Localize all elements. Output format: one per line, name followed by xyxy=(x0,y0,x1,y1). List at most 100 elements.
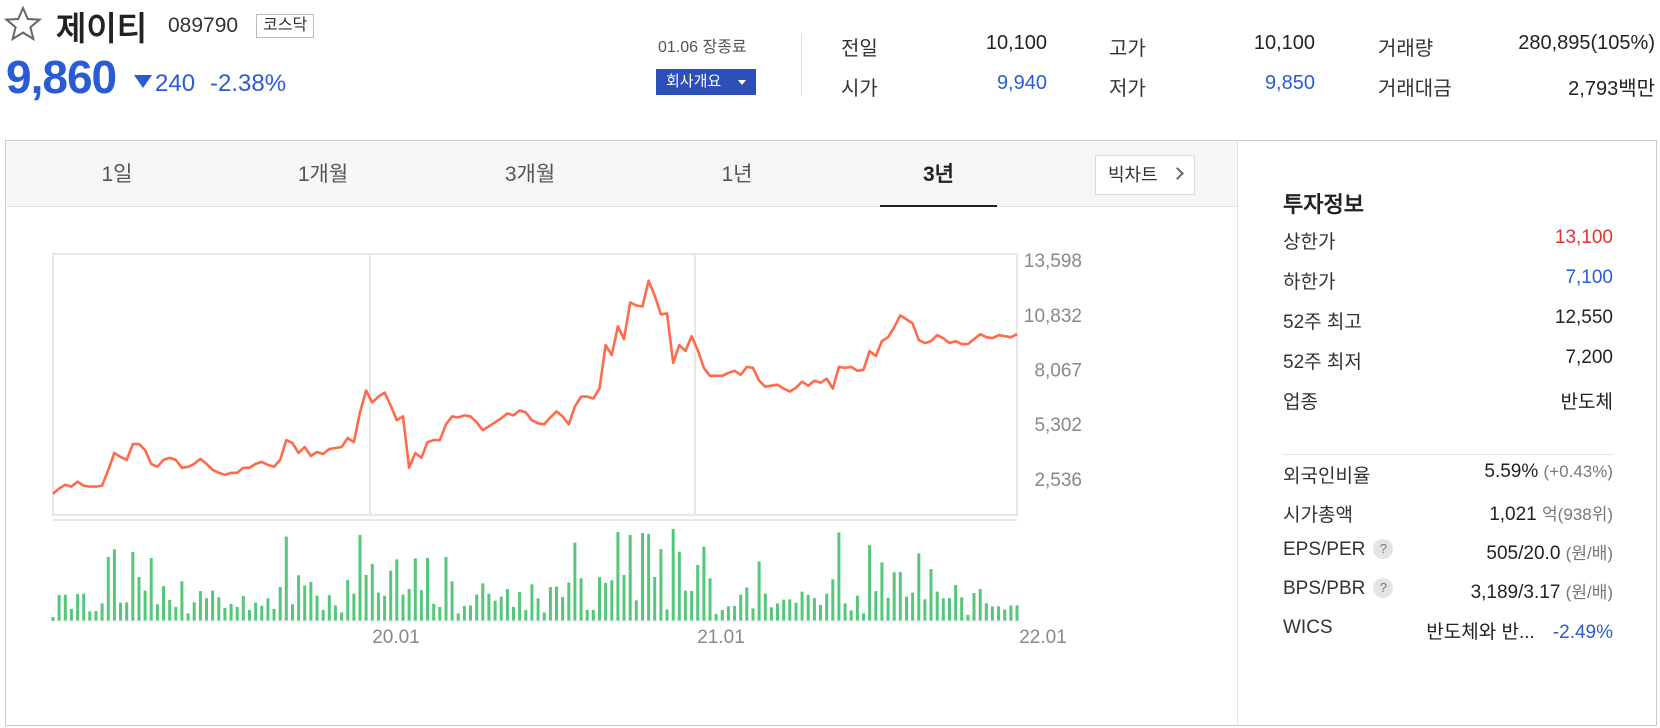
volume-bar xyxy=(555,586,558,621)
industry-value: 반도체 xyxy=(1560,392,1613,413)
volume-bar xyxy=(598,577,601,621)
volume-bar xyxy=(677,551,681,621)
volume-bar xyxy=(855,595,859,621)
volume-bar xyxy=(990,606,994,621)
week52-high-value: 12,550 xyxy=(1554,307,1613,328)
volume-bar xyxy=(616,532,620,621)
market-cap-row: 시가총액 1,021 억(938위) xyxy=(1283,500,1613,530)
volume-bar xyxy=(112,549,116,621)
volume-bar xyxy=(57,595,61,621)
week52-low-label: 52주 최저 xyxy=(1283,352,1362,373)
volume-bar xyxy=(659,549,663,621)
volume-bar xyxy=(923,599,927,621)
volume-bar xyxy=(825,593,829,621)
header-divider xyxy=(801,34,802,96)
volume-bar xyxy=(751,608,755,621)
price-chart[interactable]: 13,598 10,832 8,067 5,302 2,536 20.01 21.01 22.… xyxy=(7,207,1237,725)
eps-per-number: 505/20.0 xyxy=(1486,543,1561,564)
volume-bar xyxy=(641,533,644,621)
stock-name: 제이티 xyxy=(56,10,148,47)
volume-bar xyxy=(211,590,215,621)
volume-bar xyxy=(358,535,362,621)
wics-sector[interactable]: 반도체와 반... xyxy=(1426,622,1535,643)
invest-divider xyxy=(1283,454,1613,455)
caret-down-icon xyxy=(738,80,746,85)
low-label: 저가 xyxy=(1109,78,1146,100)
volume-bar xyxy=(788,599,792,621)
volume-bar xyxy=(647,534,651,621)
tab-1-year[interactable]: 1년 xyxy=(721,163,753,186)
open-label: 시가 xyxy=(841,78,878,100)
volume-bar xyxy=(426,557,429,621)
foreign-ratio-value: 5.59% (+0.43%) xyxy=(1484,461,1613,483)
volume-bar xyxy=(389,570,393,621)
volume-bar xyxy=(782,599,786,621)
high-label: 고가 xyxy=(1109,38,1146,60)
week52-low-row: 52주 최저 7,200 xyxy=(1283,347,1613,377)
help-icon[interactable]: ? xyxy=(1373,578,1394,598)
volume-bar xyxy=(683,590,687,621)
volume-bar xyxy=(69,608,73,621)
volume-bar xyxy=(192,602,196,621)
volume-bar xyxy=(186,613,190,621)
volume-bar xyxy=(800,591,804,621)
volume-bar xyxy=(346,579,350,621)
stock-header: 제이티 089790 코스닥 9,860 240 -2.38% 01.06 장종… xyxy=(0,0,1660,110)
foreign-ratio-row: 외국인비율 5.59% (+0.43%) xyxy=(1283,461,1613,491)
lower-limit-row: 하한가 7,100 xyxy=(1283,267,1613,297)
week52-low-value: 7,200 xyxy=(1565,347,1613,368)
volume-bar xyxy=(143,590,147,621)
volume-bar xyxy=(1009,605,1013,621)
invest-info-title: 투자정보 xyxy=(1283,192,1364,217)
volume-bar xyxy=(137,577,141,621)
volume-bar xyxy=(469,605,472,621)
volume-bar xyxy=(745,587,749,621)
star-icon[interactable] xyxy=(4,5,42,43)
volume-bar xyxy=(217,597,221,621)
big-chart-button[interactable]: 빅차트 xyxy=(1095,155,1195,195)
lower-limit-label: 하한가 xyxy=(1283,272,1336,293)
volume-bar xyxy=(198,591,202,621)
company-overview-button[interactable]: 회사개요 xyxy=(656,69,756,95)
tab-3-years[interactable]: 3년 xyxy=(880,142,997,207)
volume-bar xyxy=(303,585,307,621)
volume-label: 거래량 xyxy=(1378,38,1434,60)
invest-info: 투자정보 상한가 13,100 하한가 7,100 52주 최고 12,550 … xyxy=(1239,141,1656,725)
help-icon[interactable]: ? xyxy=(1373,539,1394,559)
x-tick-label: 20.01 xyxy=(372,627,420,648)
volume-bar xyxy=(966,615,970,621)
volume-bar xyxy=(929,569,933,621)
volume-bar xyxy=(536,598,540,621)
volume-bar xyxy=(76,594,80,621)
eps-per-unit: (원/배) xyxy=(1565,544,1613,563)
bps-pbr-value: 3,189/3.17 (원/배) xyxy=(1471,578,1613,604)
volume-bar xyxy=(407,589,411,621)
wics-row: WICS 반도체와 반... -2.49% xyxy=(1283,617,1613,647)
y-tick-label: 10,832 xyxy=(1024,306,1082,327)
volume-bar xyxy=(739,594,743,621)
volume-bar xyxy=(1003,609,1007,621)
volume-bar xyxy=(726,606,730,621)
volume-bar xyxy=(819,604,822,621)
volume-bar xyxy=(653,577,657,621)
volume-bar xyxy=(309,581,313,621)
open-value: 9,940 xyxy=(996,72,1047,94)
week52-high-label: 52주 최고 xyxy=(1283,312,1362,333)
company-overview-label: 회사개요 xyxy=(666,73,722,90)
industry-row: 업종 반도체 xyxy=(1283,387,1613,417)
volume-bar xyxy=(696,565,700,621)
tab-1-month[interactable]: 1개월 xyxy=(297,163,349,186)
volume-bar xyxy=(475,594,479,621)
volume-bar xyxy=(327,595,331,621)
volume-bar xyxy=(432,603,436,621)
volume-bar xyxy=(333,605,337,621)
volume-bar xyxy=(954,585,958,621)
tab-3-months[interactable]: 3개월 xyxy=(504,163,556,186)
volume-bar xyxy=(88,611,92,621)
volume-bar xyxy=(235,607,239,621)
volume-bar xyxy=(106,556,110,621)
volume-bar xyxy=(843,603,847,621)
volume-bar xyxy=(573,542,577,621)
tab-1-day[interactable]: 1일 xyxy=(101,163,133,186)
volume-bar xyxy=(297,575,301,621)
